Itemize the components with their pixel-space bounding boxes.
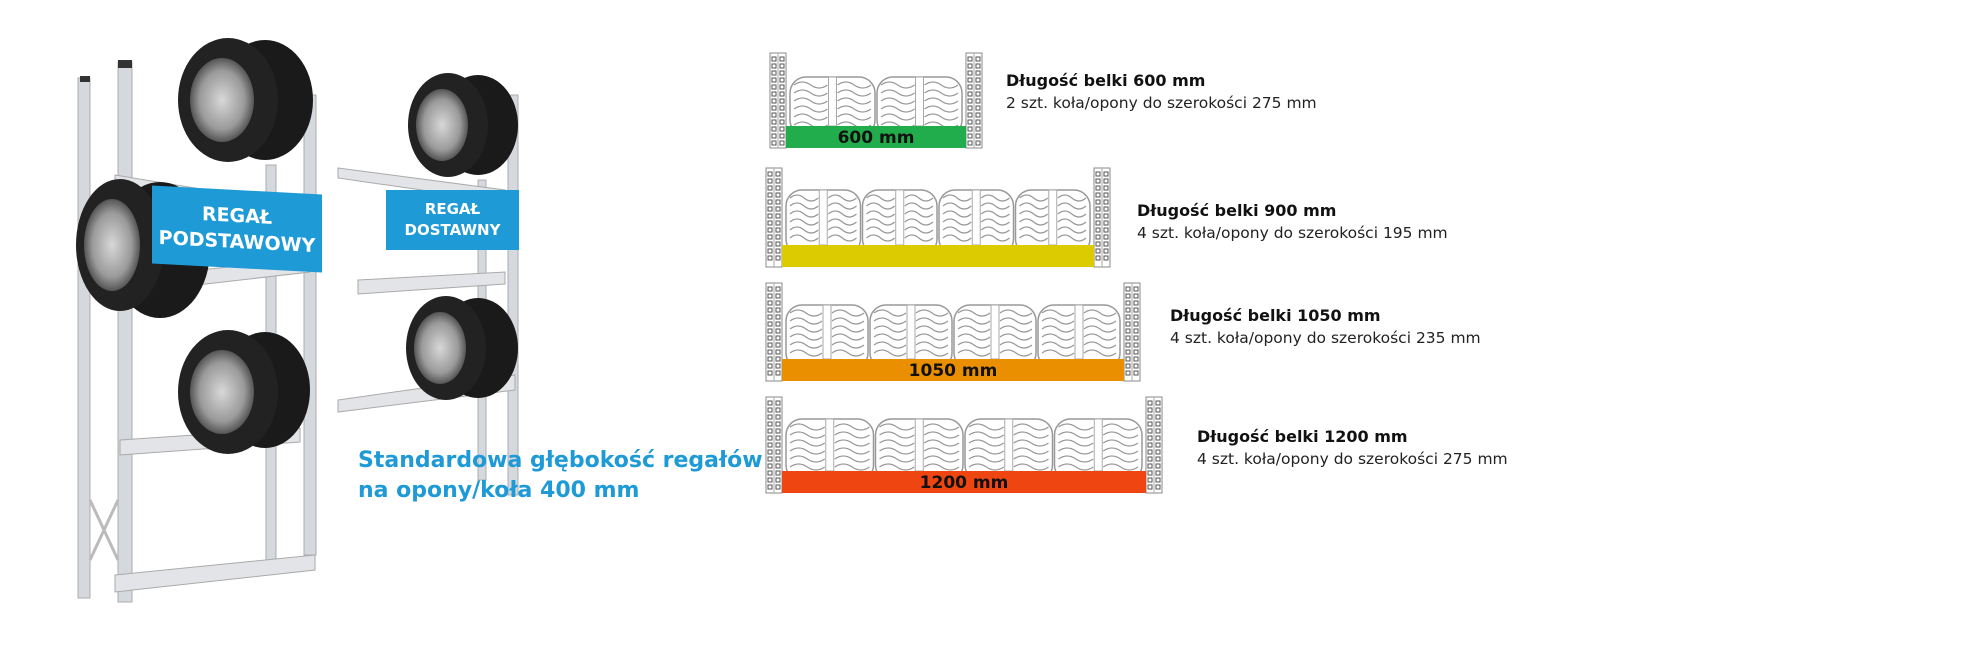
tire	[869, 304, 953, 370]
beam-description: Długość belki 600 mm 2 szt. koła/opony do…	[1006, 70, 1317, 114]
tire	[964, 418, 1054, 482]
shelf-beam	[357, 271, 506, 295]
beam-diagram	[765, 167, 1111, 268]
beam-title: Długość belki 600 mm	[1006, 71, 1206, 90]
beam-description: Długość belki 1200 mm 4 szt. koła/opony d…	[1197, 426, 1508, 470]
tire	[1037, 304, 1121, 370]
tire	[938, 189, 1015, 256]
tire-pair	[178, 38, 313, 162]
caption-line: na opony/koła 400 mm	[358, 478, 640, 503]
tire-pair	[408, 73, 518, 177]
beam-capacity: 4 szt. koła/opony do szerokości 275 mm	[1197, 450, 1508, 468]
base-rack	[76, 38, 317, 603]
beam-description: Długość belki 900 mm 4 szt. koła/opony do…	[1137, 200, 1448, 244]
beam-bar-label: 1050 mm	[909, 361, 998, 381]
upright	[765, 282, 783, 382]
upright	[765, 167, 783, 268]
beam-title: Długość belki 900 mm	[1137, 201, 1337, 220]
beam-bar-label: 600 mm	[838, 128, 915, 148]
tire	[789, 76, 876, 137]
beam-diagram: 1200 mm	[765, 396, 1163, 494]
tire-pair	[406, 296, 518, 400]
beam-title: Długość belki 1200 mm	[1197, 427, 1408, 446]
beam-bar-label: 1200 mm	[920, 473, 1009, 493]
extension-rack	[337, 73, 519, 496]
tire-pair	[178, 330, 310, 454]
tire	[1053, 418, 1143, 482]
upright	[1145, 396, 1163, 494]
beam-bar	[782, 245, 1094, 267]
beam-diagram: 600 mm	[769, 52, 983, 149]
upright	[765, 396, 783, 494]
sign-line: DOSTAWNY	[404, 221, 501, 239]
beam-capacity: 4 szt. koła/opony do szerokości 235 mm	[1170, 329, 1481, 347]
beam-diagram: 1050 mm	[765, 282, 1141, 382]
upright	[1093, 167, 1111, 268]
tire	[785, 189, 862, 256]
shelf-beam	[114, 554, 316, 593]
beam-description: Długość belki 1050 mm 4 szt. koła/opony d…	[1170, 305, 1481, 349]
upright	[965, 52, 983, 149]
tire	[785, 418, 875, 482]
beam-bar	[782, 359, 1124, 381]
upright	[507, 94, 519, 496]
upright	[1123, 282, 1141, 382]
tire	[953, 304, 1037, 370]
tire	[874, 418, 964, 482]
upright	[769, 52, 787, 149]
caption-line: Standardowa głębokość regałów	[358, 448, 763, 473]
beam-bar	[782, 471, 1146, 493]
rack-illustration	[76, 38, 519, 603]
beam-capacity: 2 szt. koła/opony do szerokości 275 mm	[1006, 94, 1317, 112]
rack-depth-caption: Standardowa głębokość regałów na opony/k…	[358, 446, 763, 506]
beam-capacity: 4 szt. koła/opony do szerokości 195 mm	[1137, 224, 1448, 242]
sign-line: REGAŁ	[424, 200, 481, 218]
tire	[861, 189, 938, 256]
beam-title: Długość belki 1050 mm	[1170, 306, 1381, 325]
beam-bar	[786, 126, 966, 148]
extension-rack-sign: REGAŁ DOSTAWNY	[386, 190, 519, 250]
